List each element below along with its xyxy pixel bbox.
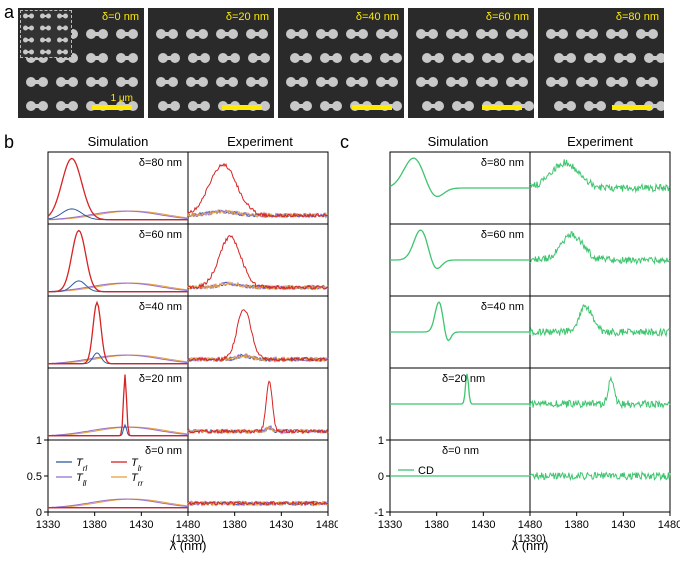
svg-text:1380: 1380: [82, 519, 106, 531]
svg-text:1380: 1380: [564, 519, 588, 531]
sem-row: δ=0 nm 1 μm δ=20 nm δ=40 nm δ=60 nm δ=80 nm: [18, 8, 664, 118]
svg-text:Trl: Trl: [76, 457, 87, 473]
sem-scalebar: [222, 105, 262, 110]
col-title-b-sim: Simulation: [58, 134, 178, 149]
sem-scalebar-text: 1 μm: [111, 93, 133, 104]
svg-text:δ=40 nm: δ=40 nm: [139, 301, 182, 313]
svg-text:λ (nm): λ (nm): [512, 538, 549, 553]
panel-label-c: c: [340, 132, 349, 153]
svg-text:1430: 1430: [471, 519, 495, 531]
sem-inset: [20, 10, 72, 58]
sem-delta-label: δ=0 nm: [102, 11, 139, 23]
svg-text:1480: 1480: [176, 519, 200, 531]
svg-text:δ=60 nm: δ=60 nm: [139, 229, 182, 241]
sem-scalebar: [92, 105, 132, 110]
svg-text:1480: 1480: [316, 519, 338, 531]
panel-label-a: a: [4, 2, 14, 23]
svg-text:1: 1: [36, 435, 42, 447]
panel-label-b: b: [4, 132, 14, 153]
svg-text:Trr: Trr: [131, 472, 143, 488]
col-title-b-exp: Experiment: [200, 134, 320, 149]
svg-text:1: 1: [378, 435, 384, 447]
sem-image: δ=40 nm: [278, 8, 404, 118]
svg-text:1480: 1480: [658, 519, 680, 531]
svg-text:0.5: 0.5: [27, 471, 42, 483]
svg-text:λ (nm): λ (nm): [170, 538, 207, 553]
svg-text:0: 0: [378, 471, 384, 483]
svg-text:δ=0 nm: δ=0 nm: [442, 445, 479, 457]
panel-b: δ=80 nm δ=60 nm δ=40 nm δ=20 nm δ=0 nm Trl Tlr…: [18, 150, 338, 560]
sem-delta-label: δ=80 nm: [616, 11, 659, 23]
svg-text:1380: 1380: [222, 519, 246, 531]
sem-image: δ=80 nm: [538, 8, 664, 118]
panel-c: δ=80 nm δ=60 nm δ=40 nm δ=20 nm δ=0 nm CD -1 0 1…: [360, 150, 680, 560]
sem-delta-label: δ=20 nm: [226, 11, 269, 23]
svg-text:Tlr: Tlr: [131, 457, 143, 473]
sem-scalebar: [612, 105, 652, 110]
sem-delta-label: δ=60 nm: [486, 11, 529, 23]
sem-image: δ=20 nm: [148, 8, 274, 118]
svg-text:-1: -1: [374, 507, 384, 519]
svg-text:1480: 1480: [518, 519, 542, 531]
svg-text:δ=60 nm: δ=60 nm: [481, 229, 524, 241]
sem-delta-label: δ=40 nm: [356, 11, 399, 23]
svg-text:1330: 1330: [378, 519, 402, 531]
svg-text:δ=20 nm: δ=20 nm: [442, 373, 485, 385]
svg-text:δ=20 nm: δ=20 nm: [139, 373, 182, 385]
svg-text:δ=0 nm: δ=0 nm: [145, 445, 182, 457]
svg-text:1430: 1430: [611, 519, 635, 531]
col-title-c-sim: Simulation: [398, 134, 518, 149]
svg-text:1430: 1430: [129, 519, 153, 531]
sem-image: δ=0 nm 1 μm: [18, 8, 144, 118]
svg-text:CD: CD: [418, 465, 434, 477]
svg-text:0: 0: [36, 507, 42, 519]
svg-text:1430: 1430: [269, 519, 293, 531]
svg-text:1330: 1330: [36, 519, 60, 531]
sem-image: δ=60 nm: [408, 8, 534, 118]
sem-scalebar: [482, 105, 522, 110]
svg-text:δ=80 nm: δ=80 nm: [481, 157, 524, 169]
sem-scalebar: [352, 105, 392, 110]
svg-text:δ=40 nm: δ=40 nm: [481, 301, 524, 313]
svg-text:δ=80 nm: δ=80 nm: [139, 157, 182, 169]
svg-text:Tll: Tll: [76, 472, 87, 488]
col-title-c-exp: Experiment: [540, 134, 660, 149]
svg-text:1380: 1380: [424, 519, 448, 531]
